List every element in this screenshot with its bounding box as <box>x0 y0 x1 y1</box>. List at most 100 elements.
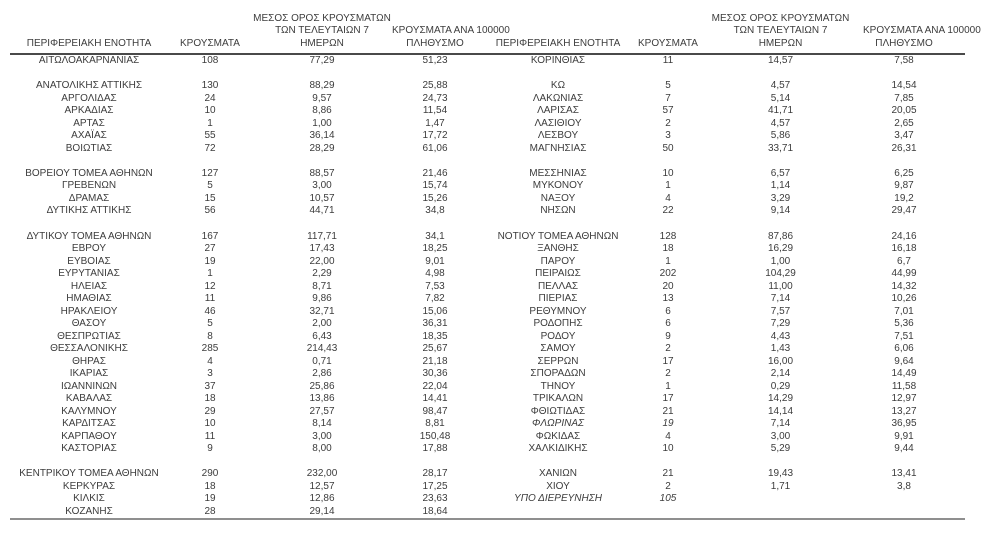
spacer-row <box>10 68 965 81</box>
avg7-cell-left: 44,71 <box>309 205 335 217</box>
per100k-cell-left <box>392 68 478 81</box>
header-region-left: ΠΕΡΙΦΕΡΕΙΑΚΗ ΕΝΟΤΗΤΑ <box>10 13 168 56</box>
edge-pad-cell <box>945 155 965 168</box>
region-name-cell-right: ΦΩΚΙΔΑΣ <box>535 430 581 442</box>
avg7-cell-left: 2,29 <box>312 268 332 279</box>
region-name-cell-left: ΔΥΤΙΚΟΥ ΤΟΜΕΑ ΑΘΗΝΩΝ <box>26 230 152 242</box>
cases-cell-right: 4 <box>665 430 671 442</box>
region-name-cell-right: ΤΡΙΚΑΛΩΝ <box>532 393 584 404</box>
table-row: ΘΗΡΑΣ 4 0,71 21,18 ΣΕΡΡΩΝ 17 16,00 9,64 <box>10 356 965 369</box>
region-name-cell-left: ΚΑΒΑΛΑΣ <box>65 393 113 404</box>
avg7-cell-right: 5,14 <box>770 92 791 104</box>
cases-cell-right: 17 <box>662 355 674 367</box>
cases-cell-right: 3 <box>665 130 671 142</box>
region-name-cell-right <box>478 68 638 81</box>
cases-cell-right: 128 <box>659 230 677 242</box>
table-row: ΚΙΛΚΙΣ 19 12,86 23,63 ΥΠΟ ΔΙΕΡΕΥΝΗΣΗ 105 <box>10 493 965 506</box>
cases-cell-right: 21 <box>662 468 674 480</box>
avg7-cell-right <box>698 155 863 168</box>
avg7-cell-left: 0,71 <box>312 355 332 367</box>
header-avg7-right-line2: ΤΩΝ ΤΕΛΕΥΤΑΙΩΝ 7 <box>733 25 828 37</box>
table-row: ΙΚΑΡΙΑΣ 3 2,86 30,36 ΣΠΟΡΑΔΩΝ 2 2,14 14,… <box>10 368 965 381</box>
table-row: ΚΕΝΤΡΙΚΟΥ ΤΟΜΕΑ ΑΘΗΝΩΝ 290 232,00 28,17 … <box>10 468 965 481</box>
edge-pad-cell <box>945 80 965 93</box>
table-row: ΑΧΑΪΑΣ 55 36,14 17,72 ΛΕΣΒΟΥ 3 5,86 3,47 <box>10 130 965 143</box>
avg7-cell-left: 28,29 <box>309 142 335 154</box>
cases-cell-right: 4 <box>665 192 671 204</box>
cases-cell-left: 28 <box>168 505 252 521</box>
per100k-cell-left <box>392 456 478 469</box>
avg7-cell-left: 12,86 <box>309 493 335 505</box>
cases-cell-left: 3 <box>207 368 213 379</box>
region-name-cell-left: ΑΡΓΟΛΙΔΑΣ <box>61 92 117 104</box>
avg7-cell-left: 88,29 <box>309 80 335 92</box>
avg7-cell-right: 1,14 <box>770 180 791 192</box>
header-avg7-left-line3: ΗΜΕΡΩΝ <box>300 37 344 49</box>
table-row: ΚΑΛΥΜΝΟΥ 29 27,57 98,47 ΦΘΙΩΤΙΔΑΣ 21 14,… <box>10 406 965 419</box>
region-name-cell-left: ΕΥΒΟΙΑΣ <box>67 255 111 267</box>
table-row: ΑΡΤΑΣ 1 1,00 1,47 ΛΑΣΙΘΙΟΥ 2 4,57 2,65 <box>10 118 965 131</box>
cases-cell-right: 2 <box>665 368 671 379</box>
table-row: ΑΡΚΑΔΙΑΣ 10 8,86 11,54 ΛΑΡΙΣΑΣ 57 41,71 … <box>10 105 965 118</box>
cases-cell-right: 22 <box>662 205 674 217</box>
edge-pad-cell <box>945 393 965 406</box>
region-name-cell-right: ΝΑΞΟΥ <box>540 192 576 204</box>
region-name-cell-left: ΑΧΑΪΑΣ <box>71 130 107 142</box>
avg7-cell-right: 16,29 <box>767 243 794 254</box>
avg7-cell-left <box>252 218 392 231</box>
cases-cell-right: 2 <box>665 343 671 354</box>
avg7-cell-left: 8,14 <box>312 418 332 429</box>
edge-pad-cell <box>945 343 965 356</box>
per100k-cell-left <box>392 218 478 231</box>
avg7-cell-right <box>698 493 863 506</box>
avg7-cell-left: 12,57 <box>309 480 335 492</box>
region-name-cell-left: ΘΗΡΑΣ <box>72 355 106 367</box>
region-name-cell-left: ΔΡΑΜΑΣ <box>68 192 110 204</box>
avg7-cell-right: 33,71 <box>767 142 794 154</box>
per100k-cell-left: 25,88 <box>422 80 448 92</box>
region-name-cell-right: ΠΑΡΟΥ <box>540 255 576 267</box>
avg7-cell-left: 22,00 <box>309 255 335 267</box>
per100k-cell-right: 6,25 <box>894 167 914 179</box>
edge-pad-cell <box>945 268 965 281</box>
region-name-cell-left: ΑΡΤΑΣ <box>73 117 105 129</box>
per100k-cell-right: 13,41 <box>891 468 917 480</box>
region-name-cell-right: ΚΟΡΙΝΘΙΑΣ <box>530 55 586 67</box>
cases-cell-right: 17 <box>662 393 674 404</box>
avg7-cell-right: 4,57 <box>770 117 791 129</box>
per100k-cell-right <box>863 218 945 231</box>
region-name-cell-right: ΠΕΛΛΑΣ <box>537 280 579 292</box>
table-row: ΚΑΣΤΟΡΙΑΣ 9 8,00 17,88 ΧΑΛΚΙΔΙΚΗΣ 10 5,2… <box>10 443 965 456</box>
per100k-cell-right: 5,36 <box>894 318 914 329</box>
table-header: ΠΕΡΙΦΕΡΕΙΑΚΗ ΕΝΟΤΗΤΑ ΚΡΟΥΣΜΑΤΑ ΜΕΣΟΣ ΟΡΟ… <box>10 13 981 56</box>
region-name-cell-left: ΑΡΚΑΔΙΑΣ <box>64 105 114 117</box>
edge-pad-cell <box>945 443 965 456</box>
avg7-cell-left: 1,00 <box>312 117 332 129</box>
cases-cell-right <box>638 218 698 231</box>
per100k-cell-left: 7,53 <box>425 280 445 292</box>
cases-cell-right: 202 <box>659 268 677 279</box>
cases-cell-right: 1 <box>665 380 671 392</box>
per100k-cell-left: 18,64 <box>392 505 478 521</box>
cases-cell-right: 13 <box>662 293 674 304</box>
avg7-cell-right: 1,43 <box>770 343 791 354</box>
avg7-cell-left: 6,43 <box>312 330 332 342</box>
cases-cell-left <box>168 218 252 231</box>
region-name-cell-left: ΚΑΣΤΟΡΙΑΣ <box>61 443 117 454</box>
region-name-cell-left: ΑΙΤΩΛΟΑΚΑΡΝΑΝΙΑΣ <box>38 55 140 67</box>
per100k-cell-right: 9,44 <box>894 443 914 454</box>
header-per100k-right: ΚΡΟΥΣΜΑΤΑ ΑΝΑ 100000 ΠΛΗΘΥΣΜΟ <box>863 13 981 56</box>
table-row: ΔΥΤΙΚΟΥ ΤΟΜΕΑ ΑΘΗΝΩΝ 167 117,71 34,1 ΝΟΤ… <box>10 231 965 244</box>
cases-cell-right <box>638 456 698 469</box>
header-cases-right-label: ΚΡΟΥΣΜΑΤΑ <box>638 37 698 49</box>
cases-cell-right <box>638 68 698 81</box>
header-avg7-left: ΜΕΣΟΣ ΟΡΟΣ ΚΡΟΥΣΜΑΤΩΝ ΤΩΝ ΤΕΛΕΥΤΑΙΩΝ 7 Η… <box>252 13 392 56</box>
table-row: ΚΕΡΚΥΡΑΣ 18 12,57 17,25 ΧΙΟΥ 2 1,71 3,8 <box>10 481 965 494</box>
cases-cell-right <box>638 155 698 168</box>
region-name-cell-left: ΙΚΑΡΙΑΣ <box>69 368 109 379</box>
header-region-right: ΠΕΡΙΦΕΡΕΙΑΚΗ ΕΝΟΤΗΤΑ <box>478 13 638 56</box>
avg7-cell-left: 117,71 <box>307 230 337 242</box>
edge-pad-cell <box>945 368 965 381</box>
region-name-cell-left <box>10 68 168 81</box>
table-row: ΕΥΒΟΙΑΣ 19 22,00 9,01 ΠΑΡΟΥ 1 1,00 6,7 <box>10 256 965 269</box>
